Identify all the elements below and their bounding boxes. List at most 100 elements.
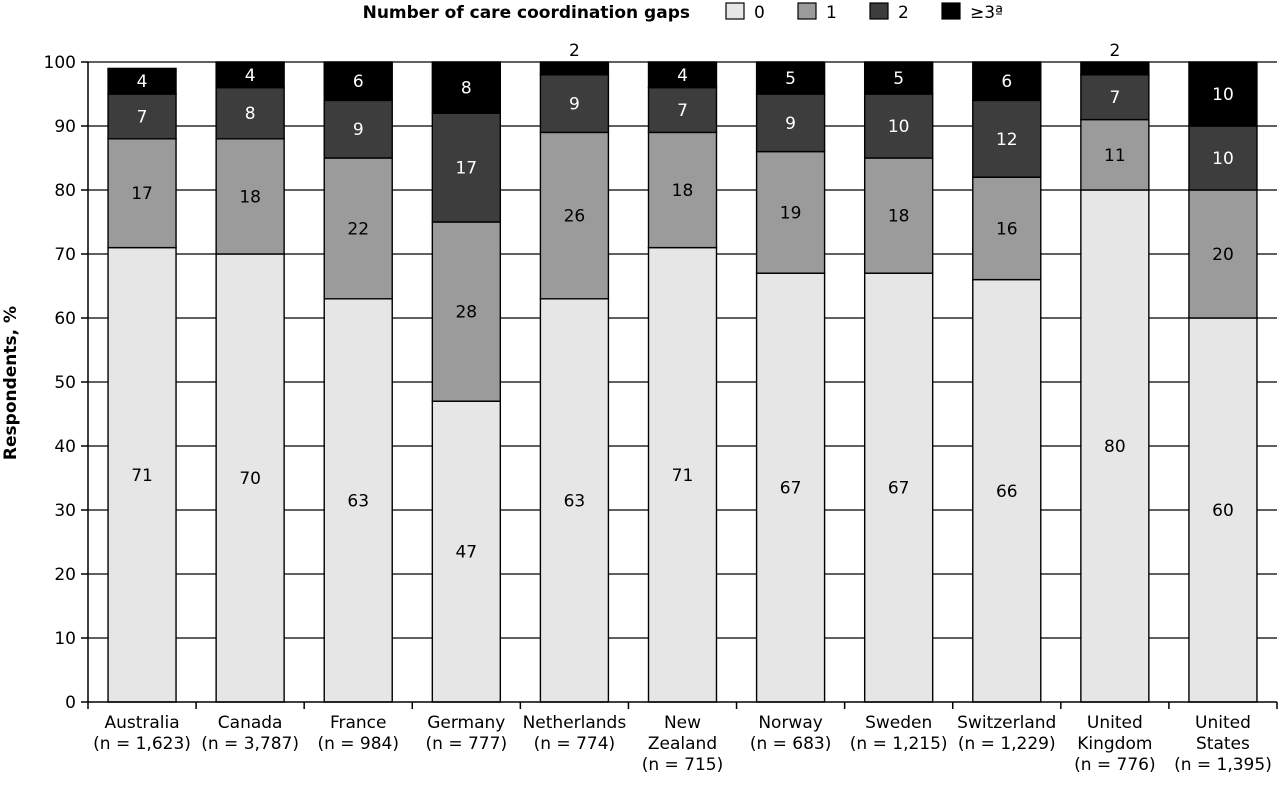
x-tick-label: Canada (n = 3,787) (201, 713, 299, 754)
data-label: 10 (1212, 149, 1234, 169)
data-label: 67 (888, 479, 910, 499)
y-tick-label: 80 (54, 181, 76, 201)
x-tick-label-line: (n = 715) (642, 755, 724, 775)
data-label: 18 (672, 181, 694, 201)
bar-segment (972, 61, 1042, 102)
x-tick-label-line: (n = 1,623) (93, 734, 191, 754)
data-label: 80 (1104, 437, 1126, 457)
legend-swatch (869, 2, 889, 20)
data-label: 18 (888, 207, 910, 227)
data-label: 10 (1212, 85, 1234, 105)
data-label: 8 (461, 79, 472, 99)
data-label: 22 (347, 219, 369, 239)
data-label: 4 (677, 66, 688, 86)
x-tick-label-line: (n = 984) (317, 734, 399, 754)
x-tick-label-line: (n = 774) (534, 734, 616, 754)
bar-segment (755, 93, 826, 153)
x-tick-label-line: (n = 1,229) (958, 734, 1056, 754)
data-label: 20 (1212, 245, 1234, 265)
y-tick-label: 60 (54, 309, 76, 329)
data-label: 16 (996, 219, 1018, 239)
y-tick-label: 30 (54, 501, 76, 521)
x-tick-label-line: Sweden (865, 713, 932, 733)
bar-segment (107, 93, 177, 140)
y-tick-label: 20 (54, 565, 76, 585)
legend-title: Number of care coordination gaps (363, 3, 690, 23)
x-tick-label-line: (n = 3,787) (201, 734, 299, 754)
legend: Number of care coordination gaps 0 1 2 ≥3ª (363, 2, 1003, 23)
x-tick-label: United Kingdom (n = 776) (1074, 713, 1156, 775)
x-tick-label: Netherlands (n = 774) (523, 713, 627, 754)
data-label: 2 (1109, 41, 1120, 61)
bar-segment (1080, 118, 1150, 191)
bar-segment (863, 93, 934, 159)
y-tick-label: 10 (54, 629, 76, 649)
legend-entry: 1 (826, 3, 837, 23)
x-tick-label-line: Kingdom (1077, 734, 1152, 754)
data-label: 19 (780, 203, 802, 223)
data-label: 7 (137, 107, 148, 127)
bar-segment (1080, 189, 1150, 703)
data-label: 17 (455, 159, 477, 179)
bar-segment (647, 246, 718, 703)
bar-segment (323, 99, 393, 159)
y-tick-label: 90 (54, 117, 76, 137)
x-tick-label-line: (n = 1,215) (850, 734, 948, 754)
data-label: 11 (1104, 146, 1126, 166)
data-label: 60 (1212, 501, 1234, 521)
bar-segment (215, 61, 285, 89)
data-label: 4 (245, 66, 256, 86)
x-tick-label: Australia (n = 1,623) (93, 713, 191, 754)
y-tick-label: 70 (54, 245, 76, 265)
data-label: 18 (239, 187, 261, 207)
bar-segment (1188, 61, 1258, 127)
bar-segment (647, 61, 718, 89)
legend-entry: 2 (898, 3, 909, 23)
data-label: 70 (239, 469, 261, 489)
bar-segment (1080, 61, 1150, 76)
data-label: 2 (569, 41, 580, 61)
data-label: 28 (455, 303, 477, 323)
bar-segment (107, 67, 177, 95)
data-label: 10 (888, 117, 910, 137)
data-label: 47 (455, 543, 477, 563)
x-tick-label-line: France (330, 713, 387, 733)
bar-segment (323, 298, 393, 703)
data-label: 67 (780, 479, 802, 499)
x-tick-label: Norway (n = 683) (750, 713, 832, 754)
data-label: 9 (353, 120, 364, 140)
x-tick-label: Switzerland (n = 1,229) (957, 713, 1056, 754)
x-tick-label: Sweden (n = 1,215) (850, 713, 948, 754)
data-label: 63 (347, 491, 369, 511)
bar-segment (323, 157, 393, 300)
x-tick-label-line: (n = 777) (426, 734, 508, 754)
y-tick-label: 50 (54, 373, 76, 393)
bar-segment (215, 253, 285, 703)
data-label: 63 (564, 491, 586, 511)
data-label: 8 (245, 104, 256, 124)
bar-segment (863, 61, 934, 95)
data-label: 7 (1109, 88, 1120, 108)
x-tick-label-line: United (1195, 713, 1251, 733)
y-axis-label: Respondents, % (1, 306, 21, 460)
x-tick-label: United States (n = 1,395) (1174, 713, 1272, 775)
bar-segment (107, 138, 177, 249)
data-label: 6 (1001, 72, 1012, 92)
x-tick-label-line: (n = 776) (1074, 755, 1156, 775)
x-tick-label-line: United (1087, 713, 1143, 733)
data-label: 17 (131, 184, 153, 204)
x-tick-label-line: Zealand (648, 734, 717, 754)
y-tick-label: 40 (54, 437, 76, 457)
x-tick-label-line: Switzerland (957, 713, 1056, 733)
bar-segment (755, 150, 826, 274)
bar-segment (755, 61, 826, 95)
bar-segment (1188, 125, 1258, 191)
x-tick-label-line: (n = 683) (750, 734, 832, 754)
legend-swatch (725, 2, 745, 20)
y-tick-label: 0 (65, 693, 76, 713)
y-tick-label: 100 (44, 53, 76, 73)
data-label: 71 (672, 466, 694, 486)
x-tick-label-line: Australia (104, 713, 179, 733)
